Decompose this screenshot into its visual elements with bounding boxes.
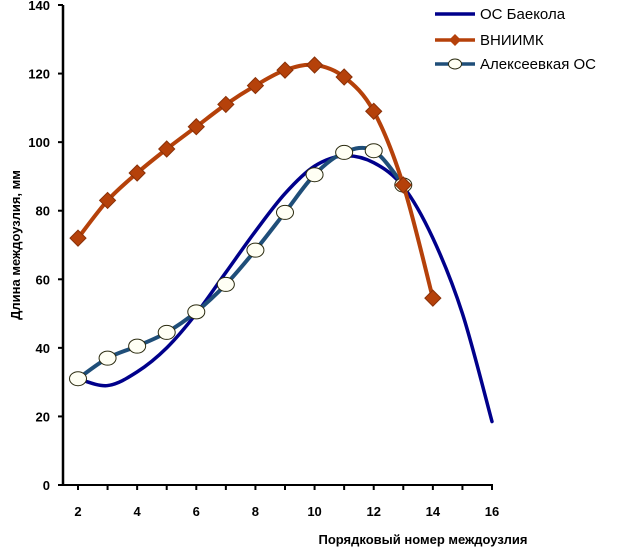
y-tick-label: 20 — [36, 409, 50, 424]
legend-label: Алексеевкая ОС — [480, 56, 596, 73]
x-tick-label: 2 — [74, 504, 81, 519]
data-point — [394, 176, 412, 194]
x-tick-label: 14 — [426, 504, 441, 519]
data-point — [335, 68, 353, 86]
legend-marker — [448, 58, 462, 70]
legend-item: ВНИИМК — [435, 32, 544, 49]
y-tick-label: 120 — [28, 67, 50, 82]
x-tick-label: 6 — [193, 504, 200, 519]
data-point — [187, 118, 205, 136]
data-point — [128, 338, 147, 354]
legend-item: ОС Баекола — [435, 6, 566, 23]
data-point — [246, 242, 265, 258]
data-point — [187, 304, 206, 320]
x-tick-label: 4 — [134, 504, 142, 519]
legend-item: Алексеевкая ОС — [435, 56, 596, 73]
series-layer — [69, 56, 494, 424]
series-line — [76, 62, 435, 301]
y-tick-label: 140 — [28, 0, 50, 13]
legend-label: ВНИИМК — [480, 32, 544, 49]
data-point — [276, 61, 294, 79]
y-tick-label: 80 — [36, 204, 50, 219]
data-point — [216, 276, 235, 292]
legend: ОС Баекола ВНИИМК Алексеевкая ОС — [435, 6, 596, 73]
data-point — [305, 167, 324, 183]
data-point — [98, 191, 117, 210]
x-tick-label: 8 — [252, 504, 259, 519]
y-tick-label: 60 — [36, 272, 50, 287]
x-tick-label: 16 — [485, 504, 499, 519]
data-point — [424, 289, 442, 307]
series-baekola — [76, 154, 494, 424]
legend-marker — [449, 34, 461, 46]
data-point — [217, 95, 235, 114]
y-tick-label: 40 — [36, 341, 50, 356]
data-point — [158, 140, 176, 158]
y-axis-title: Длина междоузлия, мм — [8, 170, 23, 320]
data-point — [98, 350, 117, 366]
data-point — [364, 143, 383, 159]
data-point — [305, 56, 324, 74]
data-point — [335, 144, 354, 160]
data-point — [246, 76, 265, 95]
data-point — [69, 371, 87, 387]
series-alekseevka — [69, 143, 413, 387]
data-point — [276, 204, 294, 220]
data-point — [157, 324, 176, 340]
x-tick-label: 10 — [307, 504, 321, 519]
series-vniimk — [69, 56, 442, 307]
data-point — [69, 229, 87, 247]
y-tick-label: 100 — [28, 135, 50, 150]
y-tick-label: 0 — [43, 478, 50, 493]
x-axis-title: Порядковый номер междоузлия — [319, 532, 528, 547]
legend-label: ОС Баекола — [480, 6, 566, 23]
data-point — [128, 164, 146, 182]
data-point — [365, 102, 383, 120]
series-line — [76, 154, 494, 424]
x-tick-label: 12 — [366, 504, 380, 519]
axes: 0 20 40 60 80 100 120 140 2 4 6 8 10 12 14 16 — [28, 0, 499, 519]
